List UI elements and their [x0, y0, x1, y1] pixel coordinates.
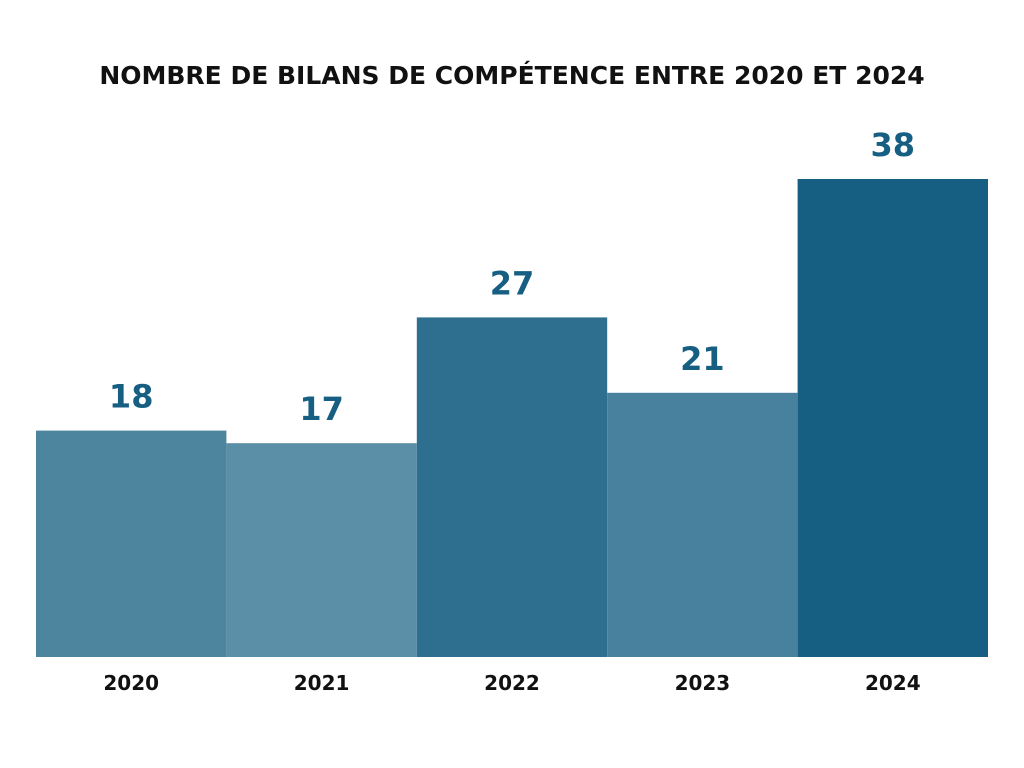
value-label-2022: 27 [490, 264, 535, 302]
value-label-2021: 17 [299, 390, 344, 428]
value-label-2020: 18 [109, 378, 154, 416]
bar-2020 [36, 430, 227, 657]
bar-2021 [226, 443, 417, 657]
x-tick-2022: 2022 [484, 671, 540, 695]
value-labels-layer: 18 17 27 21 38 [109, 126, 915, 428]
value-label-2024: 38 [871, 126, 916, 164]
chart-title: NOMBRE DE BILANS DE COMPÉTENCE ENTRE 202… [99, 61, 924, 90]
bars-layer [36, 179, 988, 657]
x-tick-2023: 2023 [675, 671, 731, 695]
bar-2024 [797, 179, 988, 657]
x-tick-2020: 2020 [103, 671, 159, 695]
x-axis-ticks: 2020 2021 2022 2023 2024 [103, 671, 920, 695]
value-label-2023: 21 [680, 340, 725, 378]
x-tick-2024: 2024 [865, 671, 921, 695]
bar-2023 [607, 392, 798, 657]
bar-2022 [416, 317, 608, 657]
x-tick-2021: 2021 [294, 671, 350, 695]
